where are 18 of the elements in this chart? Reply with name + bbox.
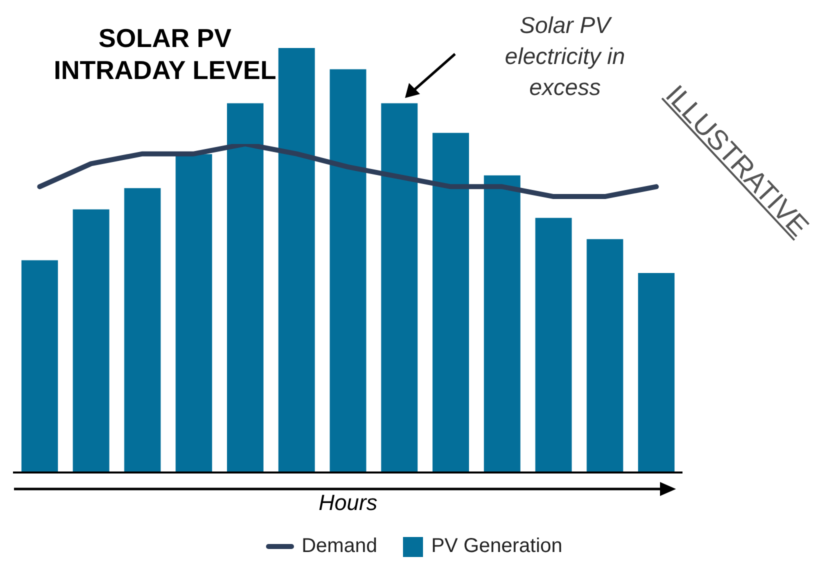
- bar: [432, 132, 470, 473]
- bar: [484, 175, 520, 473]
- x-axis-title: Hours: [318, 490, 378, 515]
- bar: [72, 209, 110, 473]
- bar: [586, 239, 624, 473]
- bar: [638, 273, 675, 473]
- bar: [226, 103, 264, 473]
- bar: [21, 260, 58, 473]
- bar: [381, 103, 418, 473]
- bar: [535, 218, 572, 473]
- bar: [176, 154, 212, 473]
- legend-label: Demand: [302, 535, 378, 558]
- annotation: Solar PV electricity in excess: [504, 11, 626, 102]
- bar: [124, 188, 161, 473]
- bar: [330, 69, 366, 473]
- bar: [278, 48, 315, 473]
- chart-title: SOLAR PV INTRADAY LEVEL: [52, 22, 278, 86]
- legend-label: PV Generation: [431, 535, 562, 558]
